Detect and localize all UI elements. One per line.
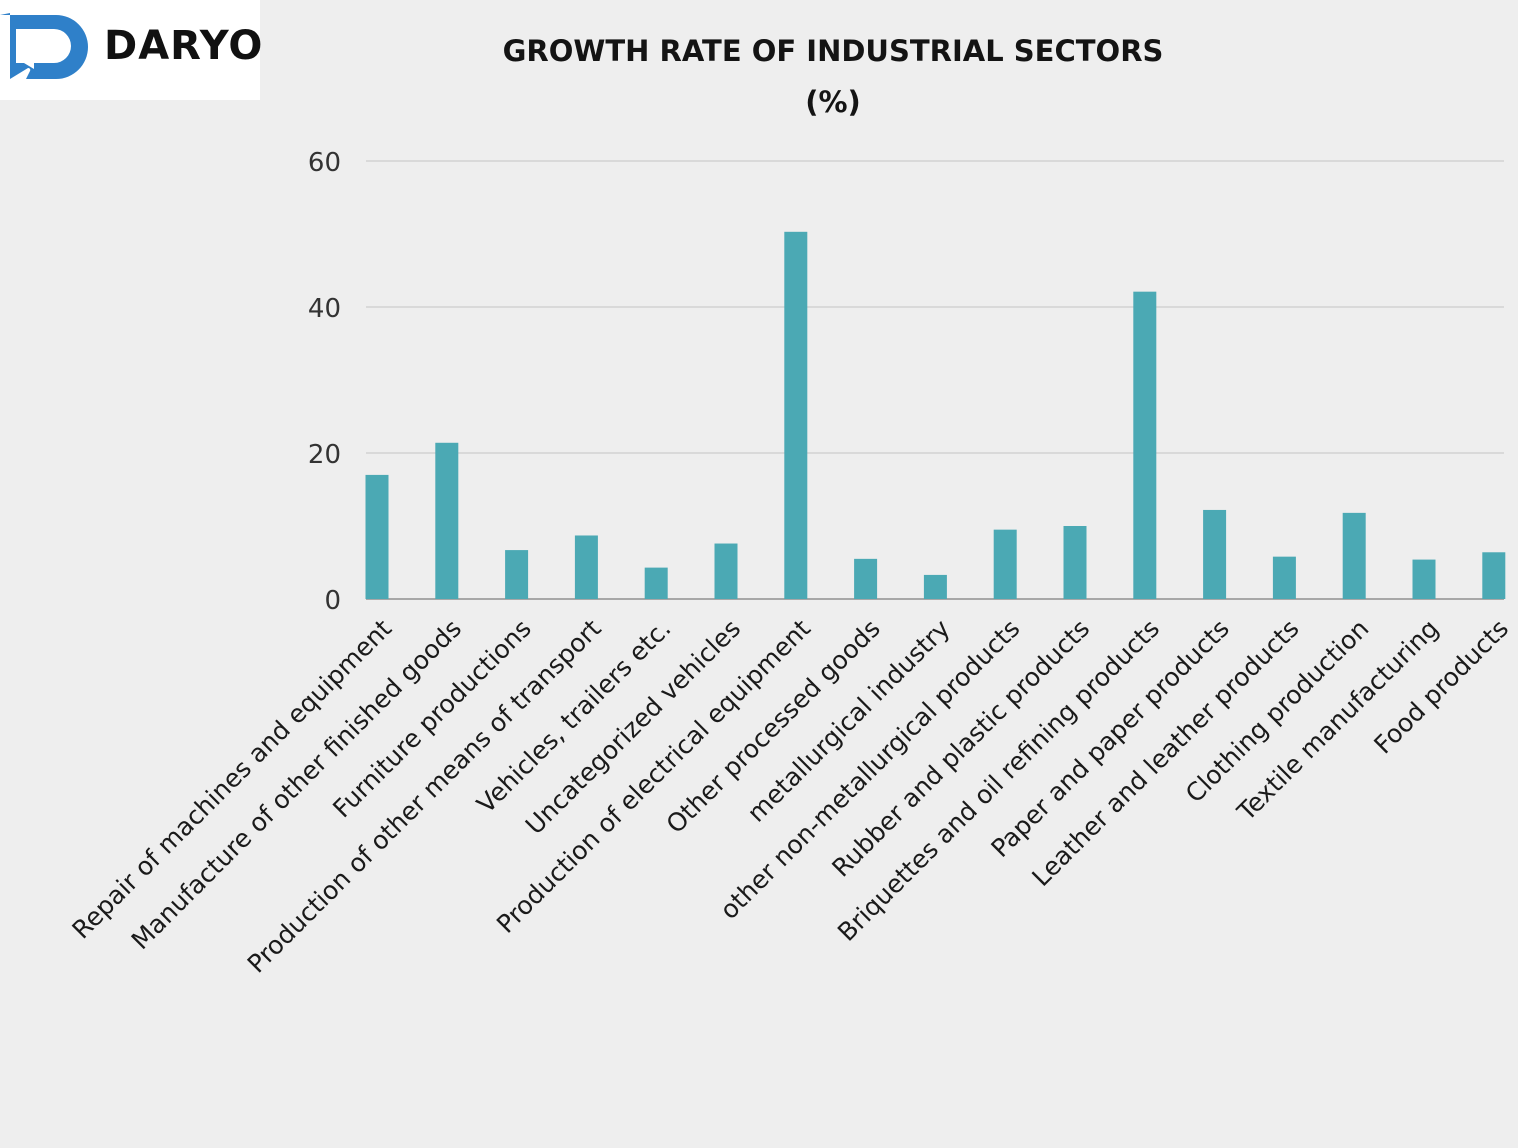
- y-axis-tick-labels: 0 20 40 60: [308, 148, 341, 616]
- bar: [993, 529, 1017, 599]
- bar: [1342, 512, 1366, 599]
- x-category-label: Briquettes and oil refining products: [832, 614, 1165, 947]
- bar: [1063, 526, 1087, 599]
- bar: [574, 535, 598, 599]
- y-tick-label: 20: [308, 440, 341, 470]
- bar: [1133, 291, 1157, 599]
- x-axis-category-labels: Repair of machines and equipmentManufact…: [67, 614, 1515, 979]
- bar: [714, 543, 738, 599]
- bars: [365, 231, 1506, 599]
- chart-title: GROWTH RATE OF INDUSTRIAL SECTORS: [502, 34, 1164, 68]
- bar: [784, 231, 808, 599]
- chart-subtitle: (%): [805, 85, 861, 119]
- daryo-speech-bubble-icon: [0, 13, 88, 79]
- bar: [505, 550, 529, 599]
- logo: DARYO: [0, 0, 264, 100]
- y-tick-label: 60: [308, 148, 341, 178]
- grid-lines: [366, 160, 1504, 600]
- bar: [365, 474, 389, 599]
- bar: [923, 574, 947, 599]
- bar: [1203, 509, 1227, 599]
- bar: [1412, 559, 1436, 599]
- bar: [1482, 552, 1506, 599]
- bar: [854, 558, 878, 599]
- y-tick-label: 0: [324, 586, 341, 616]
- bar: [1272, 556, 1296, 599]
- bar: [435, 442, 459, 599]
- x-category-label: Repair of machines and equipment: [67, 614, 398, 945]
- y-tick-label: 40: [308, 294, 341, 324]
- bar: [644, 567, 668, 599]
- logo-text: DARYO: [104, 23, 264, 69]
